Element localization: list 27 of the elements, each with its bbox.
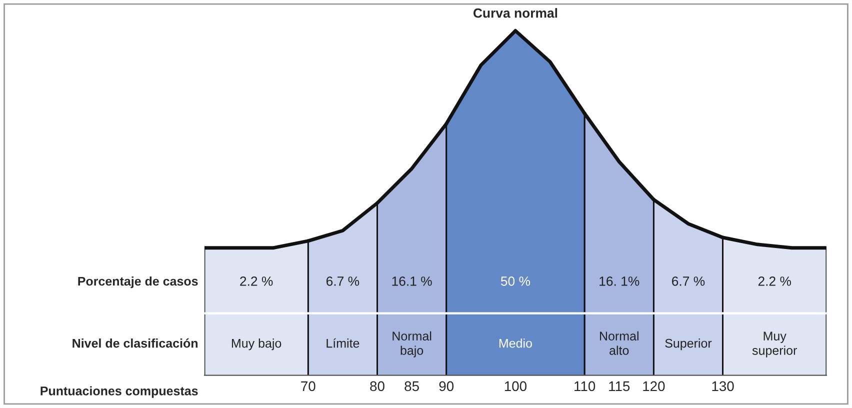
annotation: 50 % [500,276,530,286]
x-tick-label: 85 [404,381,419,392]
x-tick-label: 110 [574,381,596,392]
annotation: 2.2 % [758,276,792,286]
annotation: 16.1 % [392,276,432,286]
x-tick-label: 80 [370,381,384,392]
x-tick-label: 115 [609,381,630,392]
text: Porcentaje de casos [78,276,198,288]
annotation: 16. 1% [600,276,640,286]
annotation: Muy superior [752,332,797,358]
x-tick-label: 90 [439,381,454,392]
annotation: Medio [499,338,532,348]
annotation: 6.7 % [326,276,360,286]
x-tick-label: 100 [504,381,527,392]
annotation: Límite [326,338,360,348]
annotation: Normal bajo [392,331,432,358]
chart-title: Curva normal [473,8,558,18]
annotation: 2.2 % [240,276,273,286]
annotation: Muy bajo [232,338,282,350]
x-tick-label: 70 [301,381,316,392]
annotation: Superior [665,338,712,350]
text: Nivel de clasificación [72,338,198,348]
x-tick-label: 120 [643,381,665,392]
text: Puntuaciones compuestas [40,386,198,398]
annotation: Normal alto [600,331,638,355]
annotation: 6.7 % [672,276,705,286]
x-tick-label: 130 [712,381,734,392]
